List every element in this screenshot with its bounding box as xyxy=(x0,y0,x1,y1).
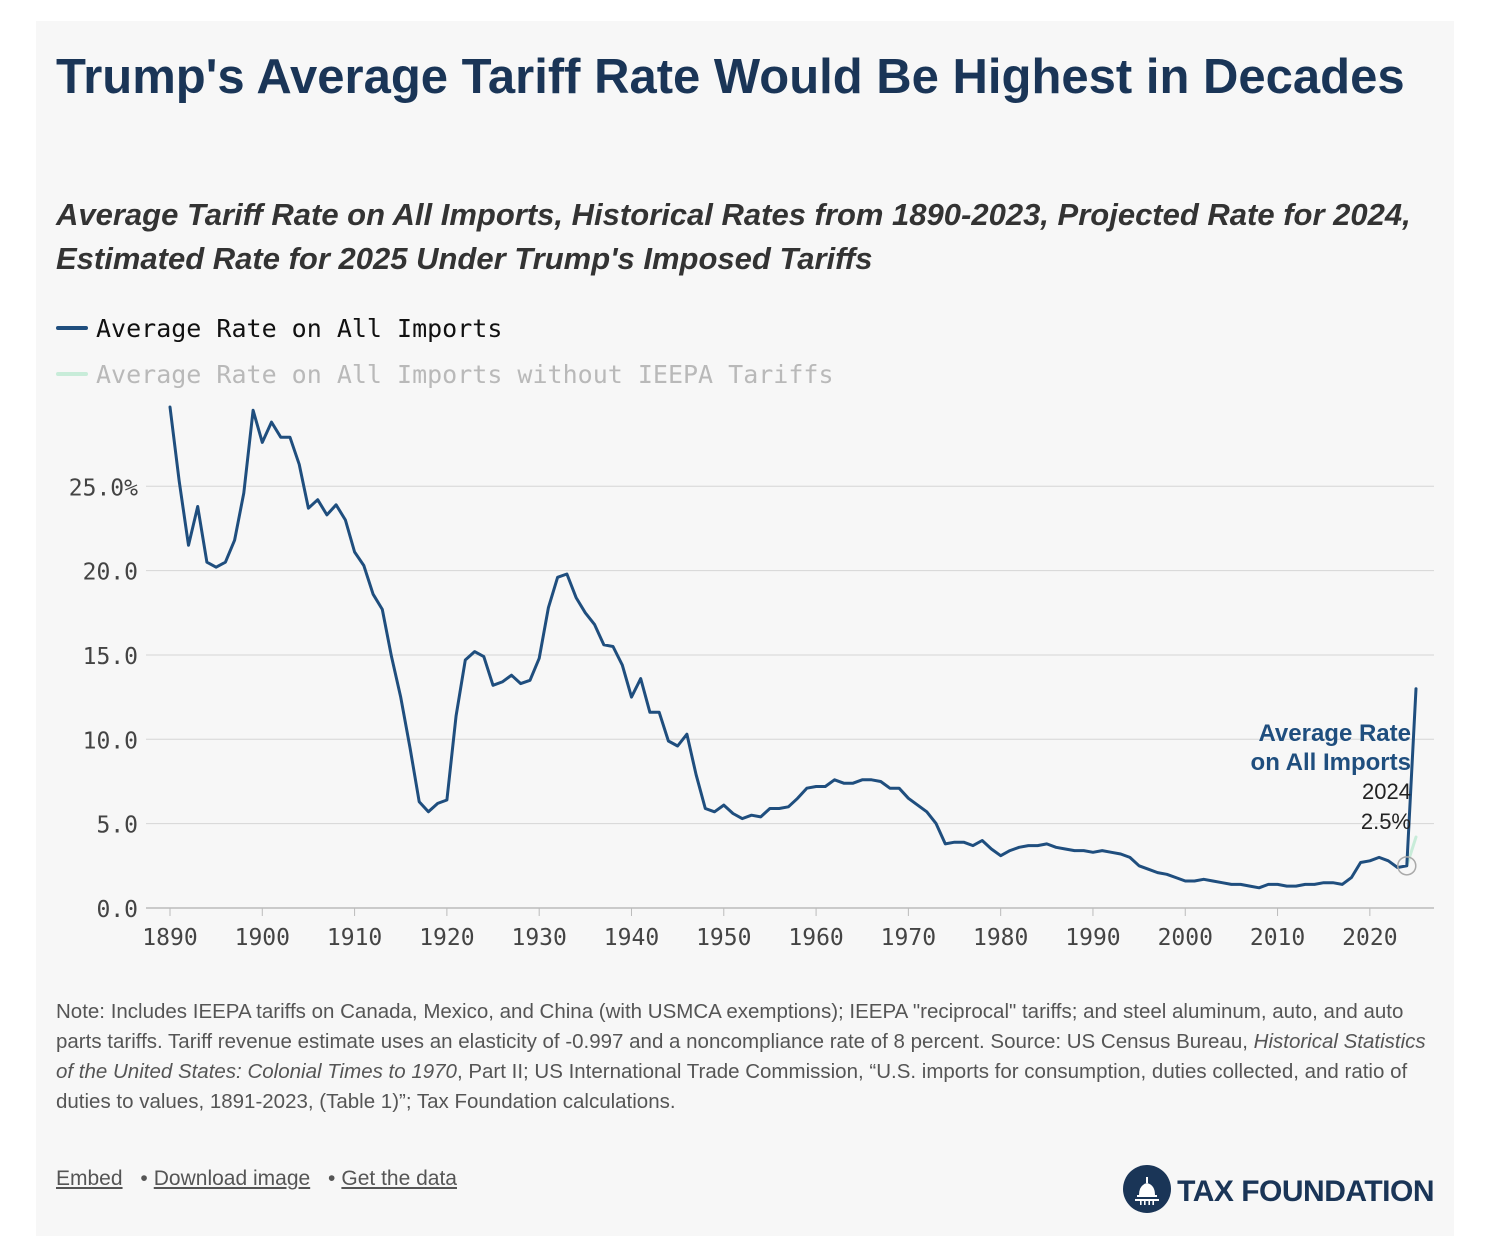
footer-links: Embed • Download image • Get the data xyxy=(56,1167,457,1191)
annotation-year: 2024 xyxy=(1362,779,1411,804)
footer-separator: • xyxy=(140,1167,148,1190)
legend-label-without-ieepa: Average Rate on All Imports without IEEP… xyxy=(96,359,834,389)
y-tick-label: 5.0 xyxy=(96,813,138,839)
series-line-all-imports xyxy=(168,405,1418,890)
highlight-point-2024 xyxy=(1397,856,1417,876)
x-tick-label: 1990 xyxy=(1065,925,1120,951)
x-tick-label: 1960 xyxy=(788,925,843,951)
x-tick-label: 1980 xyxy=(973,925,1028,951)
brand-name: TAX FOUNDATION xyxy=(1177,1174,1434,1208)
x-tick-label: 1890 xyxy=(142,925,197,951)
legend-swatch-all-imports xyxy=(56,326,88,330)
x-tick-label: 1900 xyxy=(235,925,290,951)
y-tick-label: 15.0 xyxy=(83,644,138,670)
x-tick-label: 1950 xyxy=(696,925,751,951)
x-tick-label: 2020 xyxy=(1342,925,1397,951)
x-tick-label: 2000 xyxy=(1158,925,1213,951)
x-axis-ticks: 1890 1900 1910 1920 1930 1940 1950 1960 1970 1980… xyxy=(142,908,1398,951)
legend-label-all-imports: Average Rate on All Imports xyxy=(96,313,503,343)
y-tick-label: 20.0 xyxy=(83,560,138,586)
x-tick-label: 1970 xyxy=(881,925,936,951)
capitol-dome-icon xyxy=(1123,1165,1172,1218)
chart-subtitle: Average Tariff Rate on All Imports, Hist… xyxy=(56,197,1411,276)
y-axis-ticks: 0.0 5.0 10.0 15.0 20.0 25.0% xyxy=(69,475,138,923)
note-text-1: Note: Includes IEEPA tariffs on Canada, … xyxy=(56,1000,1404,1053)
annotation-label-line1: Average Rate xyxy=(1258,720,1411,747)
footer-separator: • xyxy=(328,1167,336,1190)
legend-item-all-imports[interactable]: Average Rate on All Imports xyxy=(56,305,834,351)
y-tick-label: 25.0% xyxy=(69,475,138,501)
get-data-link[interactable]: Get the data xyxy=(341,1167,457,1190)
y-tick-label: 10.0 xyxy=(83,728,138,754)
chart-legend: Average Rate on All Imports Average Rate… xyxy=(56,305,834,397)
x-tick-label: 1940 xyxy=(604,925,659,951)
annotation-label-line2: on All Imports xyxy=(1251,749,1411,776)
x-tick-label: 1930 xyxy=(511,925,566,951)
download-image-link[interactable]: Download image xyxy=(153,1167,311,1190)
note-source-title: Historical Statistics of the United Stat… xyxy=(56,1030,1426,1083)
chart-card: Trump's Average Tariff Rate Would Be Hig… xyxy=(36,21,1454,1236)
embed-link[interactable]: Embed xyxy=(56,1167,123,1190)
x-tick-label: 1920 xyxy=(419,925,474,951)
chart-note: Note: Includes IEEPA tariffs on Canada, … xyxy=(56,997,1436,1117)
annotation-value: 2.5% xyxy=(1361,809,1411,834)
grid-lines xyxy=(146,485,1434,909)
note-text-2: , Part II; US International Trade Commis… xyxy=(56,1060,1408,1113)
tax-foundation-logo[interactable]: TAX FOUNDATION xyxy=(1123,1165,1434,1218)
series-lines xyxy=(168,405,1418,890)
legend-swatch-without-ieepa xyxy=(56,372,88,376)
x-tick-label: 2010 xyxy=(1250,925,1305,951)
annotation: Average Rate on All Imports 2024 2.5% xyxy=(1251,720,1411,834)
y-tick-label: 0.0 xyxy=(96,897,138,923)
page-title: Trump's Average Tariff Rate Would Be Hig… xyxy=(56,50,1405,104)
tariff-line-chart: 0.0 5.0 10.0 15.0 20.0 25.0% 1890 1900 1910 1920… xyxy=(69,405,1434,951)
x-tick-label: 1910 xyxy=(327,925,382,951)
legend-item-without-ieepa[interactable]: Average Rate on All Imports without IEEP… xyxy=(56,351,834,397)
